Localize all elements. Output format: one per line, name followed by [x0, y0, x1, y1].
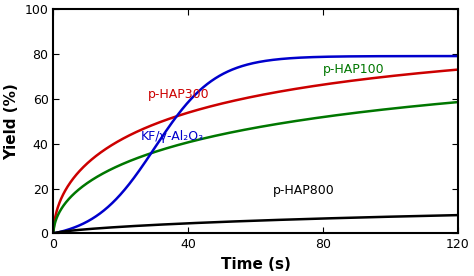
Text: KF/γ-Al₂O₃: KF/γ-Al₂O₃	[141, 131, 204, 144]
Text: p-HAP100: p-HAP100	[323, 63, 385, 76]
X-axis label: Time (s): Time (s)	[221, 257, 291, 272]
Text: p-HAP300: p-HAP300	[148, 88, 210, 101]
Y-axis label: Yield (%): Yield (%)	[4, 83, 19, 160]
Text: p-HAP800: p-HAP800	[273, 184, 334, 197]
